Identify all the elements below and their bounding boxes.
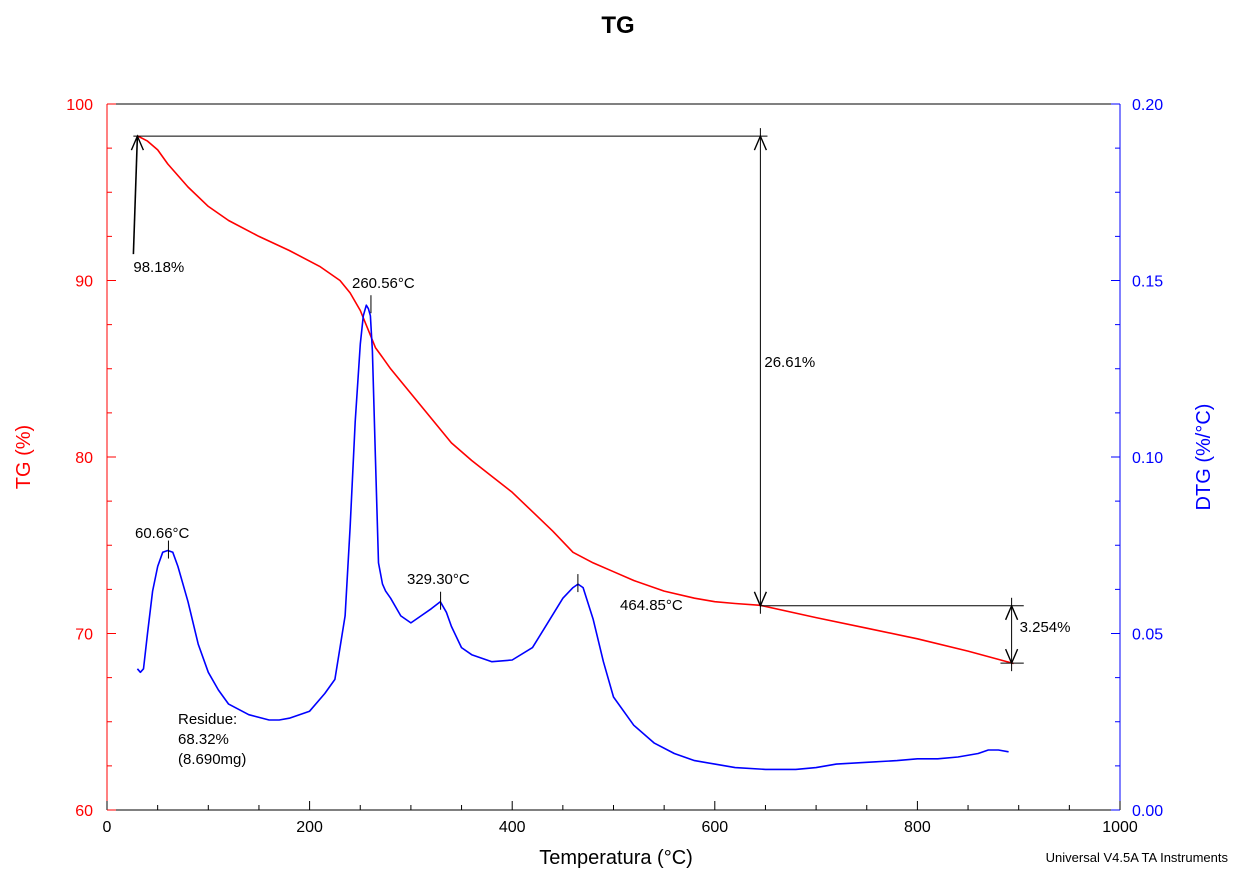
x-axis-label: Temperatura (°C) [539,847,693,869]
chart-title: TG [601,12,635,39]
peak-329-label: 329.30°C [407,571,470,588]
second-loss-arrow-bottom [1004,648,1019,665]
peak-60-label: 60.66°C [135,525,190,542]
y-tick-label-right: 0.15 [1132,274,1163,291]
y-tick-label-left: 80 [75,450,93,467]
y-axis-label-left: TG (%) [13,425,35,489]
x-tick-label: 400 [499,819,526,836]
total-loss-arrow-top [753,134,768,151]
start-mass-label: 98.18% [133,259,184,276]
peak-464-label: 464.85°C [620,597,683,614]
y-tick-label-right: 0.05 [1132,627,1163,644]
total-loss-label: 26.61% [764,354,815,371]
residue-mass: (8.690mg) [178,751,246,768]
second-loss-arrow-top [1004,604,1019,621]
y-tick-label-left: 70 [75,627,93,644]
second-loss-label: 3.254% [1020,619,1071,636]
y-axis-label-right: DTG (%/°C) [1193,404,1215,511]
dtg-curve [136,304,1009,771]
x-tick-label: 1000 [1102,819,1138,836]
peak-260-label: 260.56°C [352,275,415,292]
y-tick-label-left: 60 [75,803,93,820]
tg-curve [137,135,1014,665]
x-tick-label: 800 [904,819,931,836]
x-tick-label: 0 [103,819,112,836]
y-tick-label-left: 90 [75,274,93,291]
instrument-credit: Universal V4.5A TA Instruments [1045,850,1228,865]
x-tick-label: 600 [701,819,728,836]
y-tick-label-right: 0.20 [1132,97,1163,114]
start-marker-line [132,136,139,255]
y-tick-label-left: 100 [66,97,93,114]
y-tick-label-right: 0.10 [1132,450,1163,467]
y-tick-label-right: 0.00 [1132,803,1163,820]
residue-percent: 68.32% [178,731,229,748]
residue-label: Residue: [178,711,237,728]
x-tick-label: 200 [296,819,323,836]
